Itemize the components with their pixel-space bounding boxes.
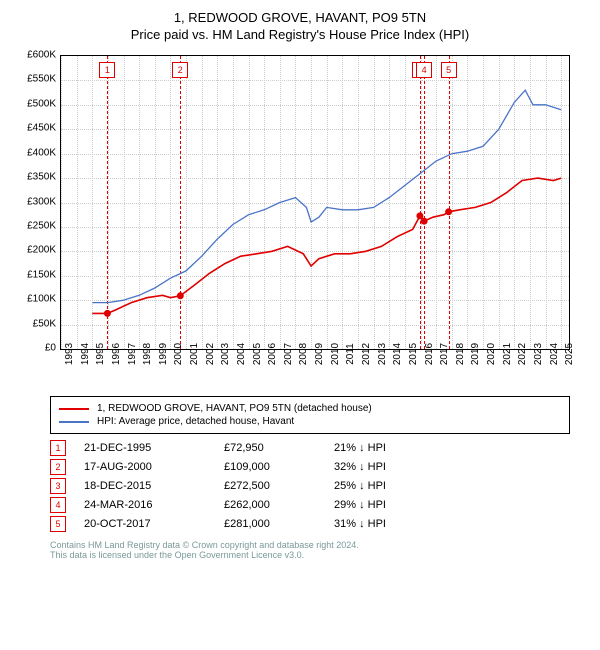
sales-table: 1 21-DEC-1995£72,95021% ↓ HPI 2 17-AUG-2000… <box>50 440 570 532</box>
sales-pct: 25% ↓ HPI <box>334 480 444 492</box>
sales-pct: 31% ↓ HPI <box>334 518 444 530</box>
marker-box: 4 <box>416 62 432 78</box>
marker-box: 2 <box>172 62 188 78</box>
sales-date: 18-DEC-2015 <box>84 480 224 492</box>
sales-pct: 32% ↓ HPI <box>334 461 444 473</box>
ytick-label: £0 <box>45 343 56 354</box>
sales-price: £281,000 <box>224 518 334 530</box>
sales-date: 17-AUG-2000 <box>84 461 224 473</box>
ytick-label: £450K <box>27 123 56 134</box>
title-block: 1, REDWOOD GROVE, HAVANT, PO9 5TN Price … <box>10 10 590 42</box>
title-subtitle: Price paid vs. HM Land Registry's House … <box>10 27 590 42</box>
sales-price: £262,000 <box>224 499 334 511</box>
sales-row: 5 20-OCT-2017£281,00031% ↓ HPI <box>50 516 570 532</box>
legend-row-blue: HPI: Average price, detached house, Hava… <box>59 416 561 427</box>
sales-price: £272,500 <box>224 480 334 492</box>
ytick-label: £50K <box>33 318 56 329</box>
sales-row: 2 17-AUG-2000£109,00032% ↓ HPI <box>50 459 570 475</box>
sales-marker: 1 <box>50 440 66 456</box>
ytick-label: £500K <box>27 98 56 109</box>
footer: Contains HM Land Registry data © Crown c… <box>50 540 570 560</box>
ytick-label: £200K <box>27 245 56 256</box>
legend: 1, REDWOOD GROVE, HAVANT, PO9 5TN (detac… <box>50 396 570 434</box>
sales-marker: 2 <box>50 459 66 475</box>
chart-lines <box>61 56 569 349</box>
ytick-label: £150K <box>27 269 56 280</box>
legend-row-red: 1, REDWOOD GROVE, HAVANT, PO9 5TN (detac… <box>59 403 561 414</box>
sales-row: 1 21-DEC-1995£72,95021% ↓ HPI <box>50 440 570 456</box>
sales-date: 21-DEC-1995 <box>84 442 224 454</box>
footer-line1: Contains HM Land Registry data © Crown c… <box>50 540 570 550</box>
sales-price: £72,950 <box>224 442 334 454</box>
ytick-label: £350K <box>27 172 56 183</box>
sales-pct: 29% ↓ HPI <box>334 499 444 511</box>
plot-area: 12345 <box>60 55 570 350</box>
title-address: 1, REDWOOD GROVE, HAVANT, PO9 5TN <box>10 10 590 25</box>
sales-date: 20-OCT-2017 <box>84 518 224 530</box>
sales-row: 4 24-MAR-2016£262,00029% ↓ HPI <box>50 497 570 513</box>
chart: 12345 £0£50K£100K£150K£200K£250K£300K£35… <box>20 50 580 390</box>
legend-swatch-red <box>59 408 89 410</box>
sales-price: £109,000 <box>224 461 334 473</box>
ytick-label: £400K <box>27 147 56 158</box>
sales-pct: 21% ↓ HPI <box>334 442 444 454</box>
legend-label-red: 1, REDWOOD GROVE, HAVANT, PO9 5TN (detac… <box>97 403 372 414</box>
sales-marker: 5 <box>50 516 66 532</box>
footer-line2: This data is licensed under the Open Gov… <box>50 550 570 560</box>
sales-row: 3 18-DEC-2015£272,50025% ↓ HPI <box>50 478 570 494</box>
marker-box: 1 <box>99 62 115 78</box>
ytick-label: £600K <box>27 50 56 61</box>
ytick-label: £550K <box>27 74 56 85</box>
ytick-label: £100K <box>27 294 56 305</box>
marker-box: 5 <box>441 62 457 78</box>
ytick-label: £300K <box>27 196 56 207</box>
ytick-label: £250K <box>27 220 56 231</box>
legend-swatch-blue <box>59 421 89 423</box>
legend-label-blue: HPI: Average price, detached house, Hava… <box>97 416 294 427</box>
sales-marker: 4 <box>50 497 66 513</box>
sales-date: 24-MAR-2016 <box>84 499 224 511</box>
sales-marker: 3 <box>50 478 66 494</box>
